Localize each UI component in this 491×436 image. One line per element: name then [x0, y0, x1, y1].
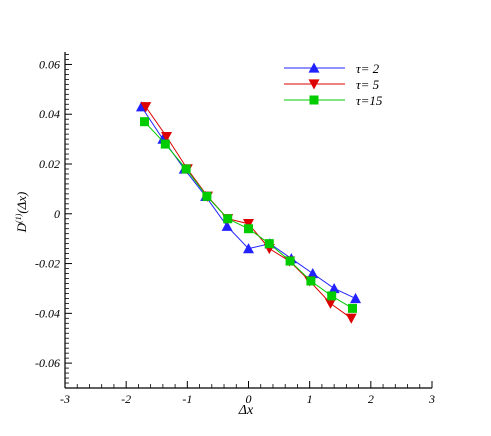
- y-tick-label: 0.04: [39, 107, 60, 121]
- legend-item: τ=15: [284, 93, 383, 108]
- x-tick-label: 1: [307, 392, 313, 406]
- legend-marker: [309, 95, 319, 105]
- legend-item: τ= 2: [284, 61, 380, 76]
- data-point: [243, 219, 254, 230]
- legend-marker: [308, 62, 320, 73]
- y-axis-label-sup: (1): [14, 213, 23, 223]
- x-tick-label: -3: [60, 392, 70, 406]
- data-point: [160, 139, 170, 149]
- data-point: [140, 117, 150, 127]
- series-3: [140, 117, 357, 313]
- x-axis-label: Δx: [238, 403, 254, 418]
- x-tick-label: 3: [428, 392, 435, 406]
- data-point: [223, 214, 233, 224]
- data-point: [264, 239, 274, 249]
- y-tick-label: -0.04: [35, 306, 60, 320]
- y-tick-label: 0.02: [39, 157, 60, 171]
- data-point: [140, 102, 152, 113]
- y-tick-label: -0.06: [35, 356, 60, 370]
- data-point: [181, 164, 191, 174]
- data-point: [221, 220, 233, 231]
- series-layer: [135, 101, 362, 324]
- x-tick-label: 2: [368, 392, 374, 406]
- x-tick-label: -1: [182, 392, 192, 406]
- data-point: [327, 291, 337, 301]
- data-point: [350, 292, 362, 304]
- legend: τ= 2τ= 5τ=15: [284, 61, 383, 108]
- y-axis-label: D(1)(Δx): [14, 192, 29, 234]
- y-tick-label: -0.02: [35, 257, 60, 271]
- data-point: [161, 131, 173, 143]
- data-point: [307, 268, 319, 279]
- y-tick-label: 0: [54, 207, 60, 221]
- series-line: [141, 106, 356, 299]
- data-point: [345, 313, 357, 324]
- ticks: -3 -2 -1 0 1 2 3 -0.06 -0.04 -0.02 0 0.02 0.04 0.06: [35, 54, 435, 406]
- data-point: [244, 224, 253, 234]
- y-axis-label-tail: (Δx): [14, 192, 29, 214]
- series-line: [145, 106, 352, 319]
- legend-item: τ= 5: [284, 77, 380, 92]
- x-tick-label: -2: [121, 392, 131, 406]
- x-tick-label: 0: [246, 392, 252, 406]
- series-1: [135, 101, 362, 304]
- data-point: [306, 276, 316, 286]
- data-point: [324, 298, 336, 309]
- y-axis-label-main: D: [14, 222, 29, 233]
- y-tick-label: 0.06: [39, 57, 60, 71]
- data-point: [285, 256, 295, 266]
- legend-label: τ= 5: [356, 77, 380, 92]
- data-point: [328, 282, 340, 294]
- legend-marker: [308, 79, 320, 90]
- data-point: [347, 303, 357, 313]
- series-line: [144, 121, 353, 309]
- legend-label: τ= 2: [356, 61, 380, 76]
- legend-label: τ=15: [356, 93, 383, 108]
- data-point: [202, 191, 212, 201]
- data-point: [243, 243, 254, 254]
